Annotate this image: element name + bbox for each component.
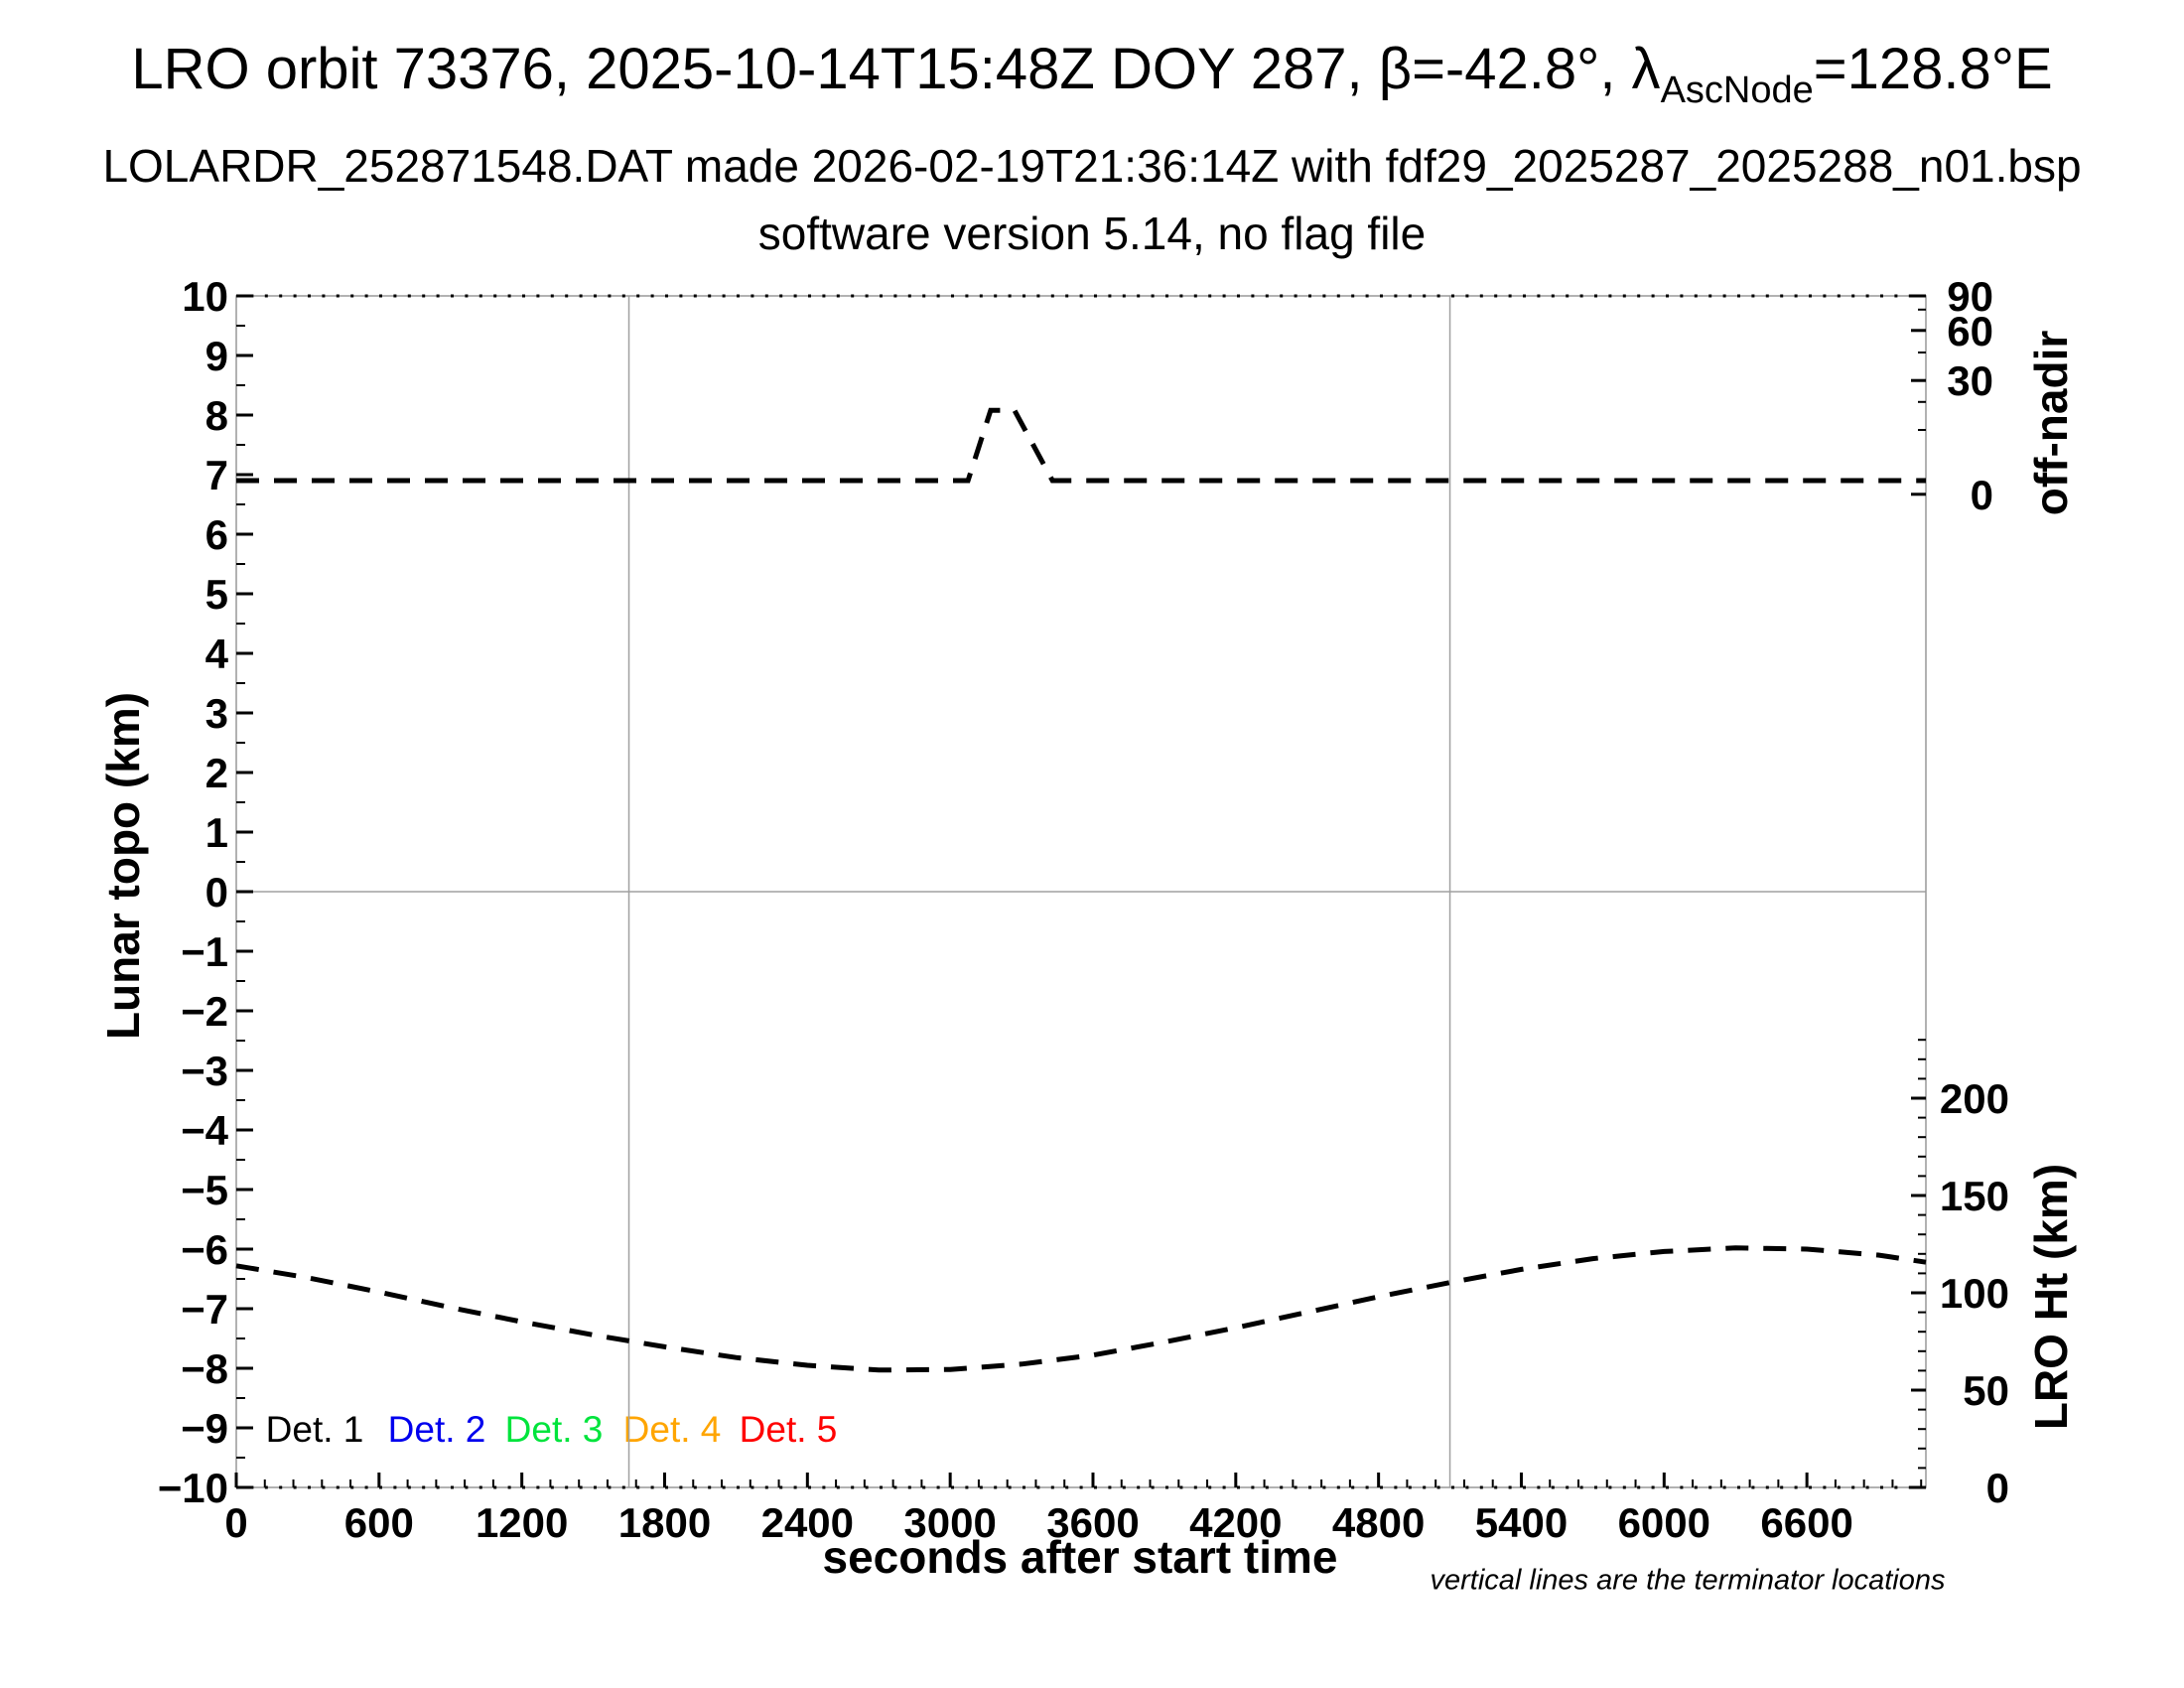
x-tick-label: 4200 [1189, 1499, 1282, 1546]
x-tick-label: 1800 [618, 1499, 711, 1546]
x-axis-label: seconds after start time [822, 1531, 1338, 1583]
x-tick-label: 2400 [761, 1499, 854, 1546]
lro-ht-tick-label: 150 [1940, 1173, 2009, 1219]
y-left-tick-label: −10 [158, 1465, 228, 1511]
title-main: LRO orbit 73376, 2025-10-14T15:48Z DOY 2… [131, 37, 1661, 101]
y-left-tick-label: 1 [205, 809, 228, 856]
y-left-tick-label: −4 [181, 1107, 229, 1154]
terminator-note: vertical lines are the terminator locati… [1430, 1564, 1946, 1597]
y-left-tick-label: 8 [205, 392, 228, 439]
legend-item-det-4: Det. 4 [622, 1409, 722, 1450]
x-tick-label: 3600 [1046, 1499, 1139, 1546]
lro-ht-tick-label: 200 [1940, 1075, 2009, 1122]
y-left-tick-label: −6 [181, 1226, 228, 1273]
y-left-tick-label: −5 [181, 1167, 228, 1213]
x-tick-label: 0 [224, 1499, 247, 1546]
legend-item-det-2: Det. 2 [387, 1409, 486, 1450]
y-left-tick-label: 5 [205, 571, 228, 618]
x-tick-label: 600 [344, 1499, 414, 1546]
y-left-tick-label: −9 [181, 1405, 228, 1452]
y-left-tick-label: 10 [182, 273, 228, 320]
lro-ht-tick-label: 100 [1940, 1270, 2009, 1317]
x-tick-label: 1200 [476, 1499, 568, 1546]
legend-item-det-5: Det. 5 [739, 1409, 838, 1450]
y-left-tick-label: −8 [181, 1345, 228, 1392]
off-nadir-tick-label: 60 [1947, 308, 1993, 354]
off-nadir-curve [236, 407, 1926, 484]
subtitle-version: software version 5.14, no flag file [757, 208, 1427, 259]
x-tick-label: 3000 [903, 1499, 996, 1546]
legend-item-det-1: Det. 1 [265, 1409, 364, 1450]
y-left-tick-label: 0 [205, 869, 228, 915]
lro-ht-tick-label: 50 [1963, 1367, 2009, 1414]
y-left-tick-label: −3 [181, 1048, 228, 1094]
title-tail: =128.8°E [1813, 37, 2053, 101]
y-left-tick-label: 6 [205, 511, 228, 558]
y-left-tick-label: 2 [205, 750, 228, 796]
y-left-tick-label: −7 [181, 1286, 228, 1333]
x-tick-label: 4800 [1332, 1499, 1425, 1546]
y-left-tick-label: −2 [181, 988, 228, 1035]
title-subscript: AscNode [1660, 70, 1814, 111]
off-nadir-tick-label: 90 [1947, 273, 1993, 320]
y-left-tick-label: 7 [205, 452, 228, 498]
y-left-tick-label: 4 [205, 631, 229, 677]
lro-height-curve [235, 1245, 1927, 1373]
x-tick-label: 5400 [1475, 1499, 1568, 1546]
x-tick-label: 6000 [1618, 1499, 1710, 1546]
legend-item-det-3: Det. 3 [504, 1409, 604, 1450]
page-title: LRO orbit 73376, 2025-10-14T15:48Z DOY 2… [0, 36, 2184, 112]
y-left-tick-label: 3 [205, 690, 228, 737]
off-nadir-tick-label: 0 [1971, 472, 1993, 518]
off-nadir-tick-label: 30 [1947, 357, 1993, 404]
lro-ht-tick-label: 0 [1986, 1465, 2009, 1511]
y-left-tick-label: −1 [181, 928, 228, 975]
y-left-tick-label: 9 [205, 333, 228, 379]
x-tick-label: 6600 [1760, 1499, 1852, 1546]
subtitle-file: LOLARDR_252871548.DAT made 2026-02-19T21… [102, 140, 2082, 192]
